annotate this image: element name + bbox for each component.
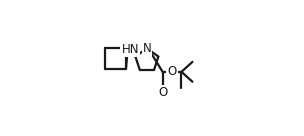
Text: O: O <box>168 65 177 78</box>
Text: HN: HN <box>121 43 139 56</box>
Text: O: O <box>158 86 167 99</box>
Text: N: N <box>143 42 151 55</box>
